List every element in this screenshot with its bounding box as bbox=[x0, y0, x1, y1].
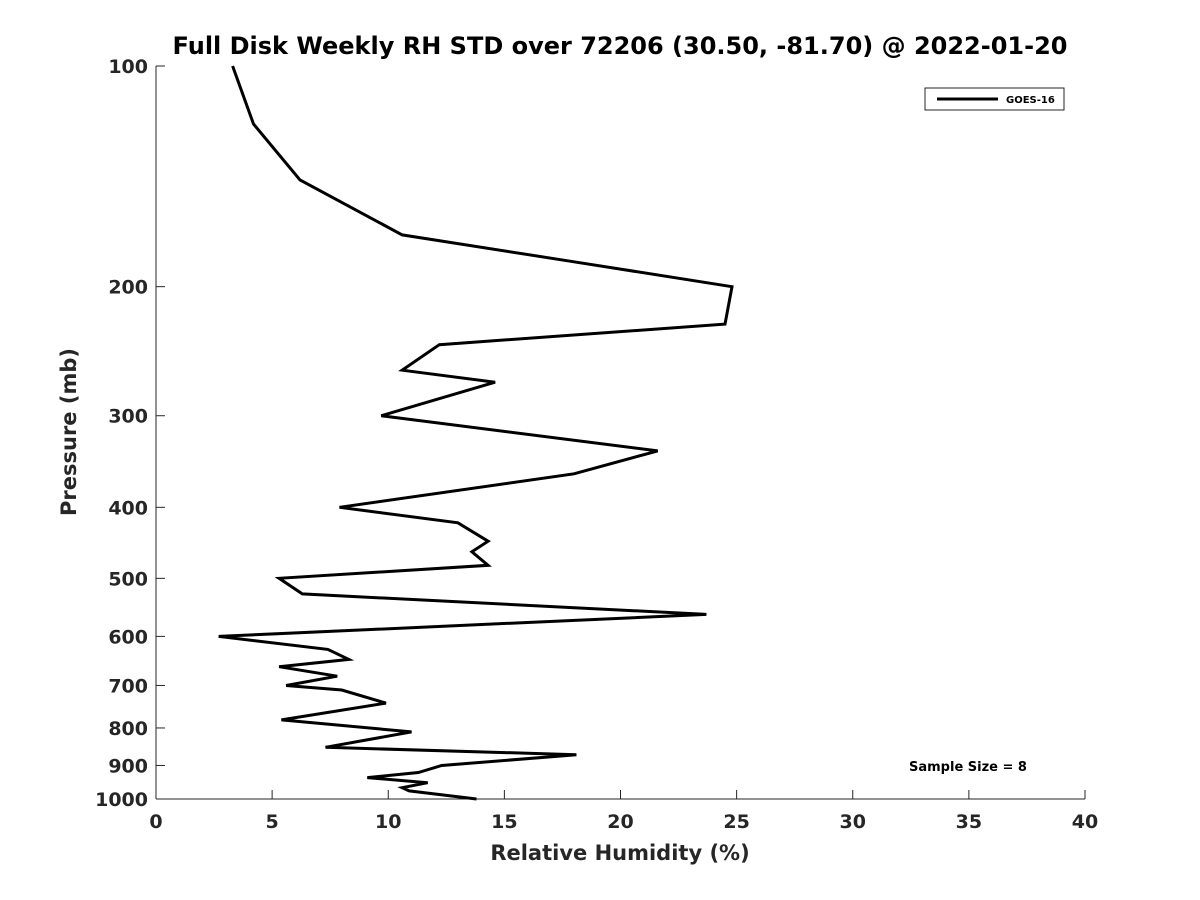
legend: GOES-16 bbox=[924, 87, 1065, 111]
x-tick-label: 25 bbox=[723, 811, 749, 833]
plot-area: 0 5 10 15 20 25 30 35 40 100 200 300 400 500 600 700 80… bbox=[95, 56, 1098, 833]
chart-title: Full Disk Weekly RH STD over 72206 (30.5… bbox=[173, 32, 1068, 60]
series-layer bbox=[218, 65, 734, 801]
y-tick-label: 700 bbox=[108, 675, 148, 697]
x-tick-label: 30 bbox=[840, 811, 866, 833]
x-tick-label: 20 bbox=[607, 811, 633, 833]
sample-size-annotation: Sample Size = 8 bbox=[909, 760, 1027, 775]
series-line-goes-16 bbox=[218, 65, 734, 801]
x-tick-label: 0 bbox=[149, 811, 162, 833]
x-tick-label: 5 bbox=[266, 811, 279, 833]
x-axis-label: Relative Humidity (%) bbox=[490, 841, 749, 865]
y-tick-label: 500 bbox=[108, 568, 148, 590]
y-tick-label: 100 bbox=[108, 56, 148, 78]
y-tick-label: 200 bbox=[108, 277, 148, 299]
y-tick-label: 400 bbox=[108, 497, 148, 519]
legend-entry-goes-16: GOES-16 bbox=[1006, 95, 1055, 106]
y-axis-label: Pressure (mb) bbox=[57, 348, 81, 516]
x-tick-label: 15 bbox=[491, 811, 517, 833]
y-tick-label: 900 bbox=[108, 755, 148, 777]
y-tick-label: 800 bbox=[108, 718, 148, 740]
y-tick-label: 1000 bbox=[95, 789, 148, 811]
x-ticks: 0 5 10 15 20 25 30 35 40 bbox=[149, 790, 1098, 833]
x-tick-label: 40 bbox=[1072, 811, 1098, 833]
y-tick-label: 600 bbox=[108, 626, 148, 648]
y-tick-label: 300 bbox=[108, 406, 148, 428]
x-tick-label: 35 bbox=[956, 811, 982, 833]
y-ticks: 100 200 300 400 500 600 700 800 900 1000 bbox=[95, 56, 165, 811]
x-tick-label: 10 bbox=[375, 811, 401, 833]
